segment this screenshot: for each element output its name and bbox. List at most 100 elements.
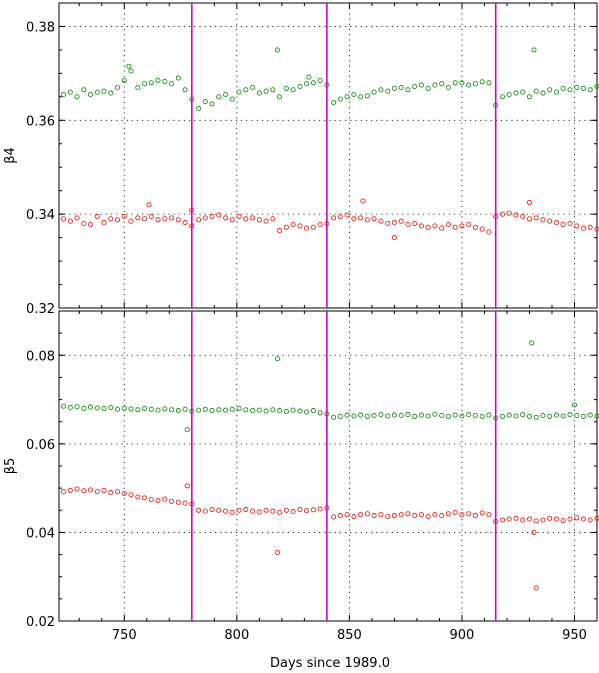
data-point [243,506,249,512]
data-point [141,81,148,87]
data-point [405,511,411,517]
data-point [169,498,175,504]
data-point [297,83,303,90]
data-point [526,216,533,222]
data-point [209,408,215,414]
data-point [196,217,202,223]
data-point [391,220,397,226]
y-axis-title: β5 [3,458,18,475]
data-point [184,483,190,489]
data-point [169,81,175,87]
data-point [243,87,249,93]
data-point [466,82,472,88]
data-point [540,412,546,419]
data-point [223,407,229,413]
data-point [108,404,114,411]
data-point [425,513,431,520]
data-point [351,216,357,222]
data-point [81,220,87,227]
data-point [513,515,519,521]
data-point [526,516,533,522]
y-tick-label: 0.38 [26,20,55,35]
data-point [574,515,580,521]
data-point [337,413,343,419]
data-point [250,215,256,221]
data-point [182,220,188,226]
data-point [81,87,87,93]
data-point [459,80,465,86]
data-point [274,47,280,53]
data-point [141,495,148,501]
data-point [520,412,526,418]
data-point [236,405,242,411]
data-point [87,221,94,228]
data-point [94,213,100,220]
data-point [310,408,316,414]
series-green [60,340,599,433]
data-point [418,82,424,88]
data-point [202,215,208,221]
data-point [531,47,537,53]
data-point [141,405,148,411]
data-point [283,507,289,513]
x-tick-label: 900 [450,628,475,643]
data-point [351,513,357,520]
data-point [472,412,478,419]
data-point [445,511,451,517]
data-point [162,496,168,502]
data-point [121,213,127,220]
data-point [499,211,506,217]
data-point [148,213,154,220]
data-point [364,93,370,99]
data-point [364,511,370,517]
data-point [398,512,404,518]
data-point [290,407,296,413]
series-red [60,483,599,591]
data-point [175,499,181,505]
data-point [169,407,175,413]
data-point [128,406,134,412]
data-point [256,217,262,223]
data-point [533,518,539,524]
data-point [486,229,492,235]
data-point [587,412,593,418]
data-point [256,509,262,515]
data-point [466,221,472,228]
plot-frame [58,2,598,309]
data-point [479,413,485,419]
data-point [60,489,67,495]
data-point [526,199,533,205]
data-point [236,507,242,513]
data-point [466,412,472,418]
data-point [155,407,161,413]
data-point [146,202,152,208]
data-point [466,511,472,517]
data-point [108,216,114,222]
panel-1: 0.32 0.34 0.36 0.38 β4 [3,2,599,317]
data-point [202,98,208,105]
data-point [229,96,235,102]
data-point [344,412,350,418]
data-point [560,413,566,419]
data-point [60,216,67,222]
data-point [250,84,256,91]
data-point [135,215,141,221]
data-point [560,85,566,91]
data-point [277,228,283,234]
data-point [209,213,215,220]
data-point [250,508,256,514]
data-point [439,225,445,231]
plot-frame [58,310,598,622]
data-point [486,80,492,86]
data-point [452,80,458,86]
data-point [162,406,168,412]
data-point [148,497,154,503]
data-point [290,221,296,228]
data-point [574,223,580,229]
data-point [432,82,438,88]
data-point [74,94,80,100]
data-point [263,507,269,513]
data-point [385,513,391,520]
data-point [283,224,289,230]
